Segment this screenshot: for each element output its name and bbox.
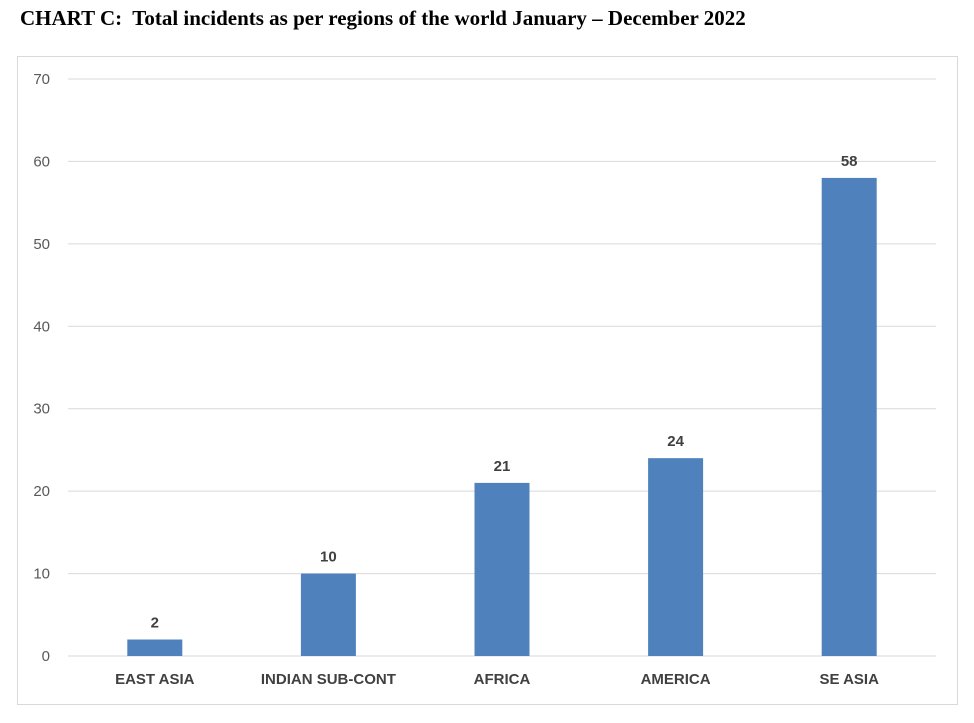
y-axis-ticks: 0 10 20 30 40 50 60 70	[33, 71, 50, 665]
y-tick-label: 20	[33, 483, 50, 500]
data-label: 58	[841, 153, 858, 170]
chart-title: CHART C: Total incidents as per regions …	[20, 6, 746, 30]
y-tick-label: 50	[33, 236, 50, 253]
data-label: 10	[320, 549, 337, 566]
x-category-label: AMERICA	[641, 671, 711, 688]
x-category-label: INDIAN SUB-CONT	[261, 671, 396, 688]
data-label: 2	[151, 615, 159, 632]
y-tick-label: 40	[33, 318, 50, 335]
y-tick-label: 70	[33, 71, 50, 88]
chart-frame	[17, 56, 958, 705]
x-category-label: AFRICA	[474, 671, 531, 688]
y-tick-label: 60	[33, 153, 50, 170]
x-category-label: EAST ASIA	[115, 671, 195, 688]
y-tick-label: 30	[33, 401, 50, 418]
y-tick-label: 10	[33, 566, 50, 583]
data-label: 21	[494, 458, 511, 475]
bar	[127, 639, 183, 656]
bar	[648, 458, 704, 656]
y-tick-label: 0	[42, 648, 50, 665]
bar	[474, 482, 530, 656]
bars	[127, 177, 877, 656]
x-category-label: SE ASIA	[819, 671, 879, 688]
bar	[821, 177, 877, 656]
data-label: 24	[667, 433, 684, 450]
x-axis-categories: EAST ASIA INDIAN SUB-CONT AFRICA AMERICA SE …	[115, 671, 879, 688]
data-labels: 2 10 21 24 58	[151, 153, 858, 632]
bar	[300, 573, 356, 656]
